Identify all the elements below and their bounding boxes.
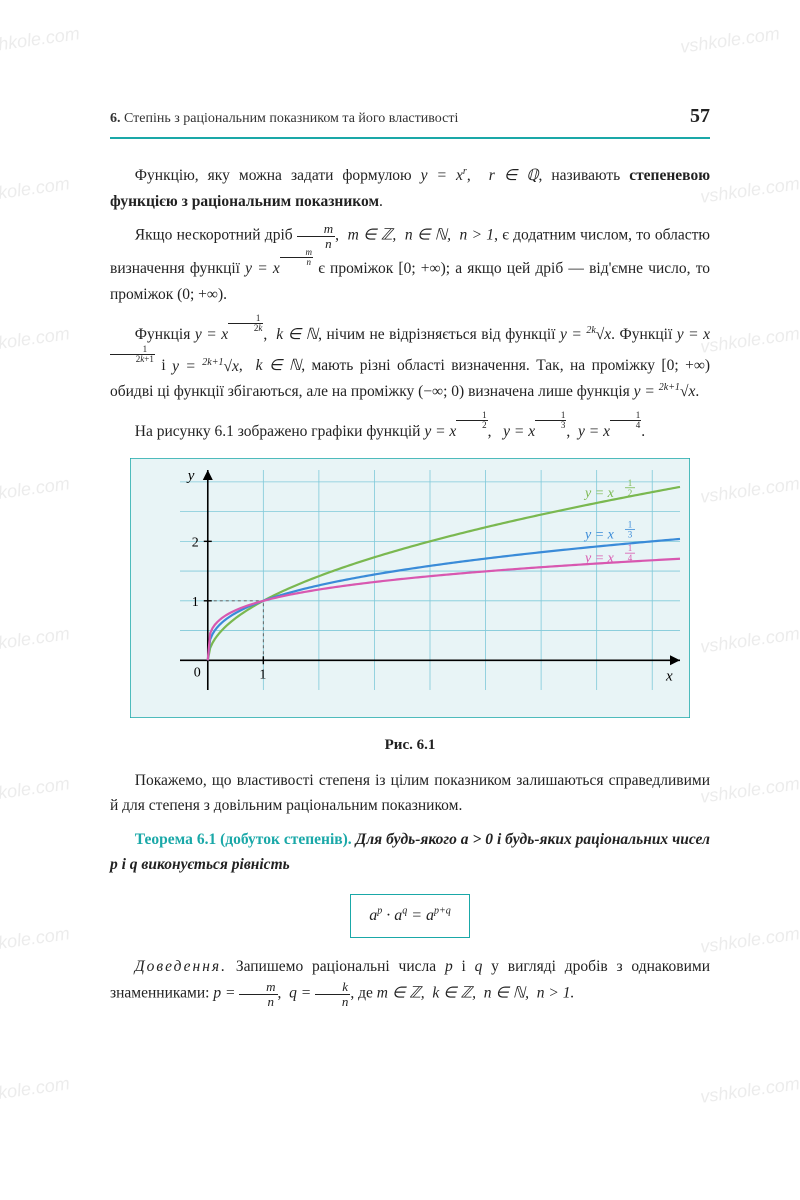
svg-text:1: 1 — [628, 520, 633, 530]
figure-6-1: y = x12y = x13y = x140112xy Рис. 6.1 — [110, 458, 710, 757]
svg-text:2: 2 — [192, 536, 199, 551]
figure-caption: Рис. 6.1 — [110, 733, 710, 758]
section-title: 6. Степінь з раціональним показником та … — [110, 107, 458, 130]
svg-text:y = x: y = x — [583, 552, 615, 567]
theorem-6-1: Теорема 6.1 (добуток степенів). Для будь… — [110, 827, 710, 878]
svg-text:0: 0 — [194, 666, 201, 681]
page-content: 6. Степінь з раціональним показником та … — [0, 0, 800, 1056]
paragraph-2: Якщо нескоротний дріб mn, m ∈ ℤ, n ∈ ℕ, … — [110, 222, 710, 308]
header-rule — [110, 137, 710, 139]
svg-text:y: y — [186, 468, 195, 484]
paragraph-5: Покажемо, що властивості степеня із ціли… — [110, 768, 710, 819]
svg-text:3: 3 — [628, 530, 633, 540]
paragraph-4: На рисунку 6.1 зображено графіки функцій… — [110, 413, 710, 445]
svg-text:1: 1 — [259, 668, 266, 683]
svg-text:x: x — [665, 669, 673, 685]
svg-text:y = x: y = x — [583, 528, 615, 543]
svg-text:4: 4 — [628, 554, 633, 564]
power-function-chart: y = x12y = x13y = x140112xy — [130, 458, 690, 718]
proof-paragraph: Доведення. Запишемо раціональні числа p … — [110, 954, 710, 1008]
svg-text:1: 1 — [628, 478, 633, 488]
svg-text:y = x: y = x — [583, 486, 615, 501]
watermark: vshkole.com — [699, 1073, 800, 1108]
page-header: 6. Степінь з раціональним показником та … — [110, 100, 710, 133]
paragraph-1: Функцію, яку можна задати формулою y = x… — [110, 163, 710, 214]
formula-box-wrap: ap · aq = ap+q — [110, 886, 710, 946]
watermark: vshkole.com — [0, 1073, 71, 1108]
svg-text:2: 2 — [628, 488, 633, 498]
page-number: 57 — [690, 100, 710, 133]
paragraph-3: Функція y = x12k, k ∈ ℕ, нічим не відріз… — [110, 316, 710, 405]
formula-box: ap · aq = ap+q — [350, 894, 470, 938]
svg-text:1: 1 — [192, 595, 199, 610]
svg-text:1: 1 — [628, 544, 633, 554]
